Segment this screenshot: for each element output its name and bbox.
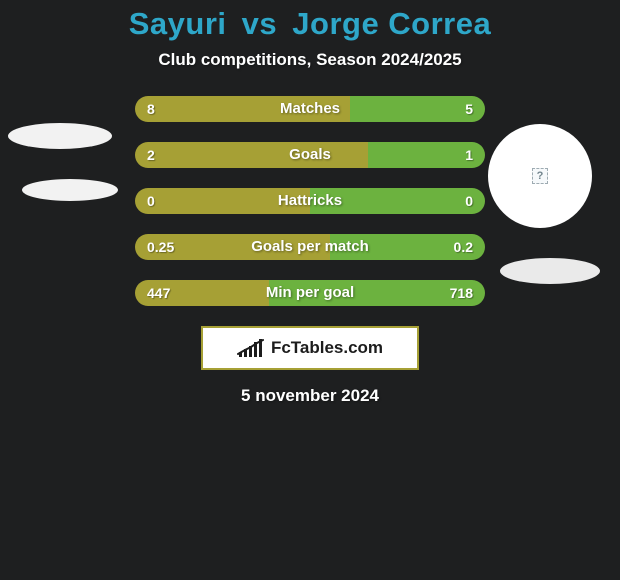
content: Sayuri vs Jorge Correa Club competitions… (0, 0, 620, 406)
stat-row: 00Hattricks (135, 188, 485, 214)
stat-label: Goals (135, 142, 485, 168)
subtitle: Club competitions, Season 2024/2025 (0, 50, 620, 70)
comparison-bars: 85Matches 21Goals 00Hattricks 0.250.2Goals … (135, 96, 485, 306)
stat-row: 447718Min per goal (135, 280, 485, 306)
vs-text: vs (242, 6, 277, 41)
stat-label: Hattricks (135, 188, 485, 214)
stat-row: 0.250.2Goals per match (135, 234, 485, 260)
stat-row: 85Matches (135, 96, 485, 122)
stat-label: Min per goal (135, 280, 485, 306)
stat-row: 21Goals (135, 142, 485, 168)
player-right-name: Jorge Correa (292, 6, 491, 41)
player-left-name: Sayuri (129, 6, 227, 41)
date-text: 5 november 2024 (0, 386, 620, 406)
brand-box: FcTables.com (201, 326, 419, 370)
stat-label: Matches (135, 96, 485, 122)
bar-chart-icon (237, 337, 265, 359)
main-title: Sayuri vs Jorge Correa (0, 6, 620, 42)
brand-text: FcTables.com (271, 338, 383, 358)
stat-label: Goals per match (135, 234, 485, 260)
